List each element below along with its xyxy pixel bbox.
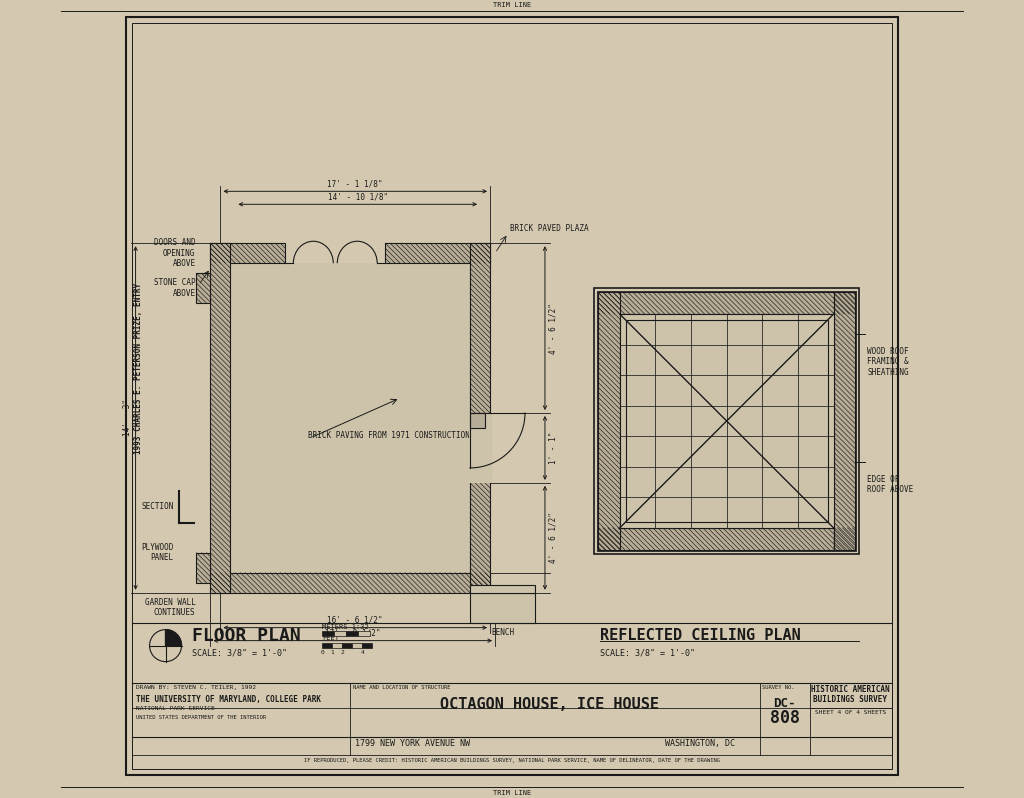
Bar [470, 413, 485, 428]
Bar [211, 243, 286, 263]
Text: DC-: DC- [773, 697, 796, 709]
Text: SCALE: 3/8" = 1'-0": SCALE: 3/8" = 1'-0" [193, 648, 288, 657]
Bar [342, 642, 352, 648]
Bar [352, 642, 362, 648]
Polygon shape [166, 630, 181, 646]
Text: 1' - 1": 1' - 1" [549, 432, 558, 464]
Bar [126, 17, 898, 776]
Text: 14' - 10 1/8": 14' - 10 1/8" [328, 192, 388, 201]
Bar [597, 291, 856, 551]
Text: 1993 CHARLES E. PETERSON PRIZE, ENTRY: 1993 CHARLES E. PETERSON PRIZE, ENTRY [134, 282, 143, 453]
Text: 4' - 6 1/2": 4' - 6 1/2" [549, 302, 558, 354]
Text: 0: 0 [321, 650, 325, 654]
Bar [620, 314, 834, 527]
Text: NAME AND LOCATION OF STRUCTURE: NAME AND LOCATION OF STRUCTURE [353, 685, 451, 689]
Bar [358, 630, 371, 636]
Bar [470, 593, 535, 622]
Bar [598, 292, 620, 550]
Text: 16' - 6 1/2": 16' - 6 1/2" [328, 615, 383, 625]
Text: BRICK PAVED PLAZA: BRICK PAVED PLAZA [510, 223, 589, 233]
Text: FEET: FEET [323, 634, 339, 641]
Bar [230, 263, 470, 573]
Bar [332, 642, 342, 648]
Text: OCTAGON HOUSE, ICE HOUSE: OCTAGON HOUSE, ICE HOUSE [440, 697, 659, 712]
Bar [346, 630, 358, 636]
Bar [211, 243, 230, 593]
Bar [197, 553, 211, 583]
Text: IF REPRODUCED, PLEASE CREDIT: HISTORIC AMERICAN BUILDINGS SURVEY, NATIONAL PARK : IF REPRODUCED, PLEASE CREDIT: HISTORIC A… [304, 758, 720, 764]
Text: SHEET 4 OF 4 SHEETS: SHEET 4 OF 4 SHEETS [815, 709, 886, 714]
Text: SCALE: 3/8" = 1'-0": SCALE: 3/8" = 1'-0" [600, 648, 695, 657]
Bar [594, 288, 859, 554]
Bar [470, 243, 490, 593]
Bar [323, 642, 332, 648]
Text: HISTORIC AMERICAN
BUILDINGS SURVEY: HISTORIC AMERICAN BUILDINGS SURVEY [811, 685, 890, 704]
Bar [469, 413, 492, 483]
Text: 17' - 1 1/8": 17' - 1 1/8" [328, 180, 383, 188]
Bar [131, 22, 893, 769]
Bar [470, 585, 535, 593]
Text: UNITED STATES DEPARTMENT OF THE INTERIOR: UNITED STATES DEPARTMENT OF THE INTERIOR [135, 714, 265, 720]
Bar [385, 243, 490, 263]
Text: STONE CAP
ABOVE: STONE CAP ABOVE [154, 279, 196, 298]
Text: TRIM LINE: TRIM LINE [493, 2, 531, 8]
Text: REFLECTED CEILING PLAN: REFLECTED CEILING PLAN [600, 628, 801, 643]
Text: SECTION: SECTION [141, 502, 173, 512]
Text: THE UNIVERSITY OF MARYLAND, COLLEGE PARK: THE UNIVERSITY OF MARYLAND, COLLEGE PARK [135, 694, 321, 704]
Text: TRIM LINE: TRIM LINE [493, 790, 531, 796]
Bar [362, 642, 372, 648]
Text: DRAWN BY: STEVEN C. TEILER, 1992: DRAWN BY: STEVEN C. TEILER, 1992 [135, 685, 256, 689]
Text: BRICK PAVING FROM 1971 CONSTRUCTION: BRICK PAVING FROM 1971 CONSTRUCTION [308, 432, 470, 440]
Text: FLOOR PLAN: FLOOR PLAN [193, 626, 301, 645]
Bar [323, 630, 334, 636]
Text: 808: 808 [770, 709, 800, 726]
Bar [598, 527, 855, 550]
Bar [211, 573, 490, 593]
Text: 1: 1 [331, 650, 334, 654]
Text: GARDEN WALL
CONTINUES: GARDEN WALL CONTINUES [144, 598, 196, 617]
Text: SURVEY NO.: SURVEY NO. [762, 685, 795, 689]
Bar [334, 630, 346, 636]
Text: PLYWOOD
PANEL: PLYWOOD PANEL [141, 543, 173, 562]
Text: 4' - 6 1/2": 4' - 6 1/2" [549, 512, 558, 563]
Text: DOORS AND
OPENING
ABOVE: DOORS AND OPENING ABOVE [154, 239, 196, 268]
Bar [834, 292, 855, 550]
Text: WOOD ROOF
FRAMING &
SHEATHING: WOOD ROOF FRAMING & SHEATHING [867, 347, 909, 377]
Text: METERS 1:32: METERS 1:32 [323, 624, 369, 630]
Text: 17' - 9 1/2": 17' - 9 1/2" [325, 629, 381, 638]
Text: 1799 NEW YORK AVENUE NW: 1799 NEW YORK AVENUE NW [355, 740, 470, 749]
Text: NATIONAL PARK SERVICE: NATIONAL PARK SERVICE [135, 705, 214, 710]
Bar [626, 320, 827, 522]
Text: 2: 2 [340, 650, 344, 654]
Bar [197, 273, 211, 303]
Text: WASHINGTON, DC: WASHINGTON, DC [665, 740, 734, 749]
Text: 14' - 3": 14' - 3" [123, 400, 131, 437]
Bar [598, 292, 855, 314]
Text: EDGE OF
ROOF ABOVE: EDGE OF ROOF ABOVE [867, 475, 913, 494]
Text: BENCH: BENCH [490, 628, 514, 637]
Text: 4: 4 [360, 650, 365, 654]
